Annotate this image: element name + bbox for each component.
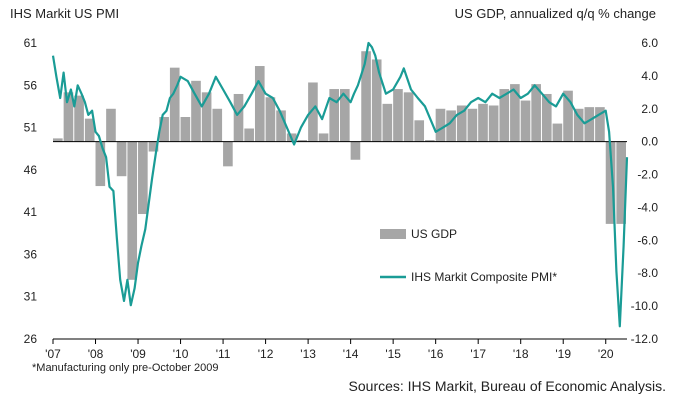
- gdp-bar: [595, 107, 605, 142]
- left-axis-title: IHS Markit US PMI: [10, 6, 120, 21]
- left-tick-label: 36: [24, 247, 38, 261]
- gdp-bar: [95, 141, 106, 187]
- gdp-bar: [53, 138, 63, 142]
- gdp-bar: [393, 89, 403, 142]
- x-tick-label: '15: [385, 347, 401, 361]
- footnote: *Manufacturing only pre-October 2009: [32, 362, 219, 374]
- gdp-bar: [148, 141, 159, 152]
- right-tick-label: -6.0: [637, 233, 658, 247]
- gdp-bar: [605, 141, 616, 224]
- gdp-bar: [254, 66, 265, 142]
- gdp-bar: [201, 92, 212, 142]
- gdp-bar: [159, 117, 169, 142]
- x-tick-label: '14: [343, 347, 359, 361]
- right-tick-label: 4.0: [641, 69, 658, 83]
- right-tick-label: -12.0: [631, 332, 659, 346]
- x-tick-label: '17: [470, 347, 486, 361]
- gdp-bar: [329, 89, 339, 142]
- gdp-bar: [435, 108, 446, 142]
- x-tick-label: '10: [173, 347, 189, 361]
- gdp-bar: [446, 110, 456, 142]
- source-note: Sources: IHS Markit, Bureau of Economic …: [348, 378, 666, 394]
- left-tick-label: 41: [24, 205, 38, 219]
- gdp-bar: [276, 110, 286, 142]
- gdp-bar: [63, 92, 74, 142]
- gdp-bar: [350, 141, 361, 160]
- gdp-bar: [382, 103, 393, 142]
- gdp-bar: [510, 84, 520, 142]
- gdp-bar: [106, 108, 116, 142]
- right-tick-label: -8.0: [637, 266, 658, 280]
- right-tick-label: -2.0: [637, 168, 658, 182]
- gdp-bar: [552, 123, 563, 142]
- x-tick-label: '13: [300, 347, 316, 361]
- gdp-bar: [541, 93, 552, 142]
- gdp-bar: [297, 140, 308, 142]
- x-tick-label: '20: [598, 347, 614, 361]
- gdp-bar: [478, 103, 488, 142]
- legend-gdp-label: US GDP: [411, 227, 457, 241]
- gdp-bar: [318, 133, 329, 142]
- left-tick-label: 51: [24, 121, 38, 135]
- legend-gdp-swatch: [380, 229, 406, 239]
- right-axis-title: US GDP, annualized q/q % change: [454, 6, 656, 21]
- gdp-bar: [467, 108, 478, 142]
- left-tick-label: 31: [24, 290, 38, 304]
- gdp-bar: [265, 97, 276, 142]
- right-tick-label: -10.0: [631, 299, 659, 313]
- gdp-bar: [116, 141, 127, 177]
- gdp-bar: [127, 141, 138, 280]
- gdp-bar: [308, 82, 318, 142]
- gdp-bar: [531, 84, 541, 142]
- gdp-bar: [233, 93, 244, 142]
- x-tick-label: '09: [130, 347, 146, 361]
- gdp-bar: [180, 117, 191, 142]
- gdp-bar: [371, 59, 382, 142]
- x-tick-label: '11: [216, 347, 231, 361]
- gdp-bar: [138, 141, 148, 215]
- x-tick-label: '07: [45, 347, 61, 361]
- legend-pmi-label: IHS Markit Composite PMI*: [411, 270, 557, 284]
- gdp-bar: [573, 108, 584, 142]
- x-tick-label: '18: [513, 347, 529, 361]
- x-tick-label: '16: [428, 347, 444, 361]
- gdp-bar: [84, 118, 95, 142]
- left-tick-label: 26: [24, 332, 38, 346]
- left-tick-label: 56: [24, 78, 38, 92]
- gdp-bar: [456, 105, 467, 142]
- gdp-bar: [425, 140, 435, 142]
- gdp-bar: [191, 80, 201, 142]
- right-tick-label: 2.0: [641, 102, 658, 116]
- gdp-bar: [223, 141, 233, 167]
- gdp-bar: [520, 100, 531, 142]
- left-tick-label: 46: [24, 163, 38, 177]
- gdp-bar: [403, 92, 414, 142]
- gdp-bar: [616, 141, 626, 224]
- gdp-bar: [499, 89, 510, 142]
- x-tick-label: '19: [555, 347, 571, 361]
- right-tick-label: 0.0: [641, 135, 658, 149]
- gdp-bar: [584, 107, 595, 142]
- gdp-bar: [74, 95, 84, 142]
- gdp-bar: [340, 89, 350, 142]
- right-tick-label: 6.0: [641, 36, 658, 50]
- gdp-bar: [169, 67, 180, 142]
- gdp-bar: [414, 120, 425, 142]
- gdp-bar: [361, 51, 371, 142]
- gdp-bar: [563, 90, 573, 142]
- x-tick-label: '12: [258, 347, 274, 361]
- pmi-line: [51, 41, 629, 328]
- right-tick-label: -4.0: [637, 200, 658, 214]
- left-tick-label: 61: [24, 36, 38, 50]
- gdp-bar: [244, 128, 254, 142]
- x-tick-label: '08: [88, 347, 104, 361]
- gdp-bar: [488, 105, 499, 142]
- gdp-bar: [212, 108, 223, 142]
